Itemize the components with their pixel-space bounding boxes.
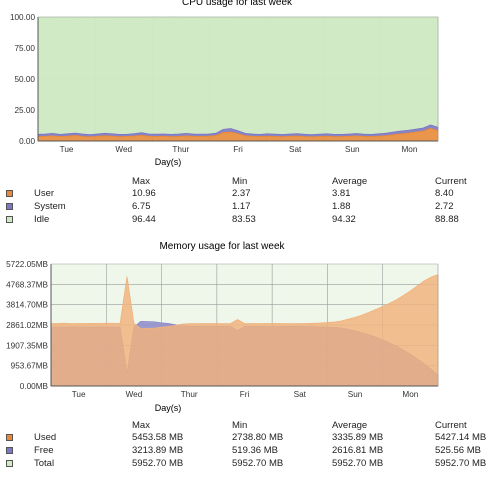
legend-stat-value: 94.32: [332, 214, 356, 225]
y-tick-label: 3814.70MB: [6, 301, 48, 310]
x-tick-label: Sun: [345, 145, 360, 154]
legend-stat-value: 1.88: [332, 201, 351, 212]
x-tick-label: Sat: [294, 390, 307, 399]
legend-stat-value: 83.53: [232, 214, 256, 225]
legend-stat-value: 3335.89 MB: [332, 432, 384, 443]
legend-stat-value: 5952.70 MB: [332, 458, 384, 469]
series-area-idle: [37, 16, 439, 136]
y-tick-label: 0.00MB: [20, 382, 49, 391]
x-tick-label: Fri: [233, 145, 243, 154]
y-tick-label: 50.00: [15, 75, 36, 84]
legend-stat-value: 519.36 MB: [232, 445, 278, 456]
cpu-usage-chart: CPU usage for last week 100.00 75.00 50.00…: [10, 0, 439, 167]
legend-series-name: System: [34, 201, 66, 212]
legend-stat-value: 3213.89 MB: [132, 445, 184, 456]
y-tick-label: 0.00: [19, 137, 35, 146]
legend-series-name: User: [34, 188, 55, 199]
y-tick-label: 4768.37MB: [6, 280, 48, 289]
series-area-used: [50, 274, 439, 387]
x-tick-label: Mon: [402, 390, 418, 399]
y-tick-label: 1907.35MB: [6, 341, 48, 350]
legend-swatch: [6, 447, 13, 454]
legend-row-free: Free 3213.89 MB 519.36 MB 2616.81 MB 525.56 …: [6, 445, 496, 457]
memory-legend-table: Max Min Average Current Used 5453.58 MB 2738.8…: [6, 420, 496, 472]
legend-stat-value: 3.81: [332, 188, 351, 199]
cpu-chart-title: CPU usage for last week: [182, 0, 293, 8]
legend-column-header: Current: [435, 420, 467, 431]
x-tick-label: Sat: [289, 145, 302, 154]
legend-stat-value: 2738.80 MB: [232, 432, 284, 443]
cpu-legend-table: Max Min Average Current User 10.96 2.37 3.81 8.4…: [6, 176, 496, 226]
legend-row-used: Used 5453.58 MB 2738.80 MB 3335.89 MB 5427.1…: [6, 432, 496, 444]
legend-stat-value: 2.37: [232, 188, 251, 199]
legend-column-header: Min: [232, 420, 248, 431]
x-tick-label: Wed: [126, 390, 143, 399]
legend-column-header: Max: [132, 420, 150, 431]
legend-stat-value: 1.17: [232, 201, 251, 212]
legend-swatch: [6, 434, 13, 441]
legend-row-idle: Idle 96.44 83.53 94.32 88.88: [6, 214, 496, 226]
legend-row-total: Total 5952.70 MB 5952.70 MB 5952.70 MB 5952.…: [6, 458, 496, 470]
legend-column-header: Average: [332, 176, 368, 187]
legend-row-system: System 6.75 1.17 1.88 2.72: [6, 201, 496, 213]
legend-stat-value: 2616.81 MB: [332, 445, 384, 456]
legend-column-header: Max: [132, 176, 150, 187]
legend-stat-value: 10.96: [132, 188, 156, 199]
x-tick-label: Thur: [172, 145, 189, 154]
legend-stat-value: 525.56 MB: [435, 445, 481, 456]
legend-series-name: Total: [34, 458, 55, 469]
legend-header-row: Max Min Average Current: [6, 420, 496, 432]
x-tick-label: Tue: [72, 390, 86, 399]
y-tick-label: 953.67MB: [11, 362, 49, 371]
legend-column-header: Current: [435, 176, 467, 187]
legend-swatch: [6, 190, 13, 197]
legend-stat-value: 6.75: [132, 201, 151, 212]
x-tick-label: Mon: [401, 145, 417, 154]
legend-swatch: [6, 460, 13, 467]
legend-stat-value: 5453.58 MB: [132, 432, 184, 443]
legend-header-row: Max Min Average Current: [6, 176, 496, 188]
y-tick-label: 5722.05MB: [6, 260, 48, 269]
legend-stat-value: 5952.70 MB: [232, 458, 284, 469]
x-tick-label: Tue: [60, 145, 74, 154]
legend-stat-value: 88.88: [435, 214, 459, 225]
legend-swatch: [6, 203, 13, 210]
cpu-x-axis-label: Day(s): [155, 157, 182, 167]
y-tick-label: 2861.02MB: [6, 321, 48, 330]
legend-column-header: Min: [232, 176, 248, 187]
legend-stat-value: 5427.14 MB: [435, 432, 487, 443]
legend-stat-value: 5952.70 MB: [132, 458, 184, 469]
legend-row-user: User 10.96 2.37 3.81 8.40: [6, 188, 496, 200]
legend-stat-value: 96.44: [132, 214, 156, 225]
y-tick-label: 25.00: [15, 106, 36, 115]
legend-column-header: Average: [332, 420, 368, 431]
y-tick-label: 100.00: [10, 13, 35, 22]
legend-series-name: Used: [34, 432, 57, 443]
x-tick-label: Fri: [240, 390, 250, 399]
legend-series-name: Idle: [34, 214, 50, 225]
legend-swatch: [6, 216, 13, 223]
x-tick-label: Thur: [181, 390, 198, 399]
memory-chart-title: Memory usage for last week: [159, 241, 285, 252]
legend-stat-value: 2.72: [435, 201, 454, 212]
x-tick-label: Sun: [348, 390, 363, 399]
memory-usage-chart: Memory usage for last week 5722.05MB 4768…: [6, 241, 439, 413]
x-tick-label: Wed: [115, 145, 132, 154]
legend-stat-value: 5952.70 MB: [435, 458, 487, 469]
legend-stat-value: 8.40: [435, 188, 454, 199]
memory-x-axis-label: Day(s): [155, 403, 182, 413]
y-tick-label: 75.00: [15, 44, 36, 53]
legend-series-name: Free: [34, 445, 54, 456]
